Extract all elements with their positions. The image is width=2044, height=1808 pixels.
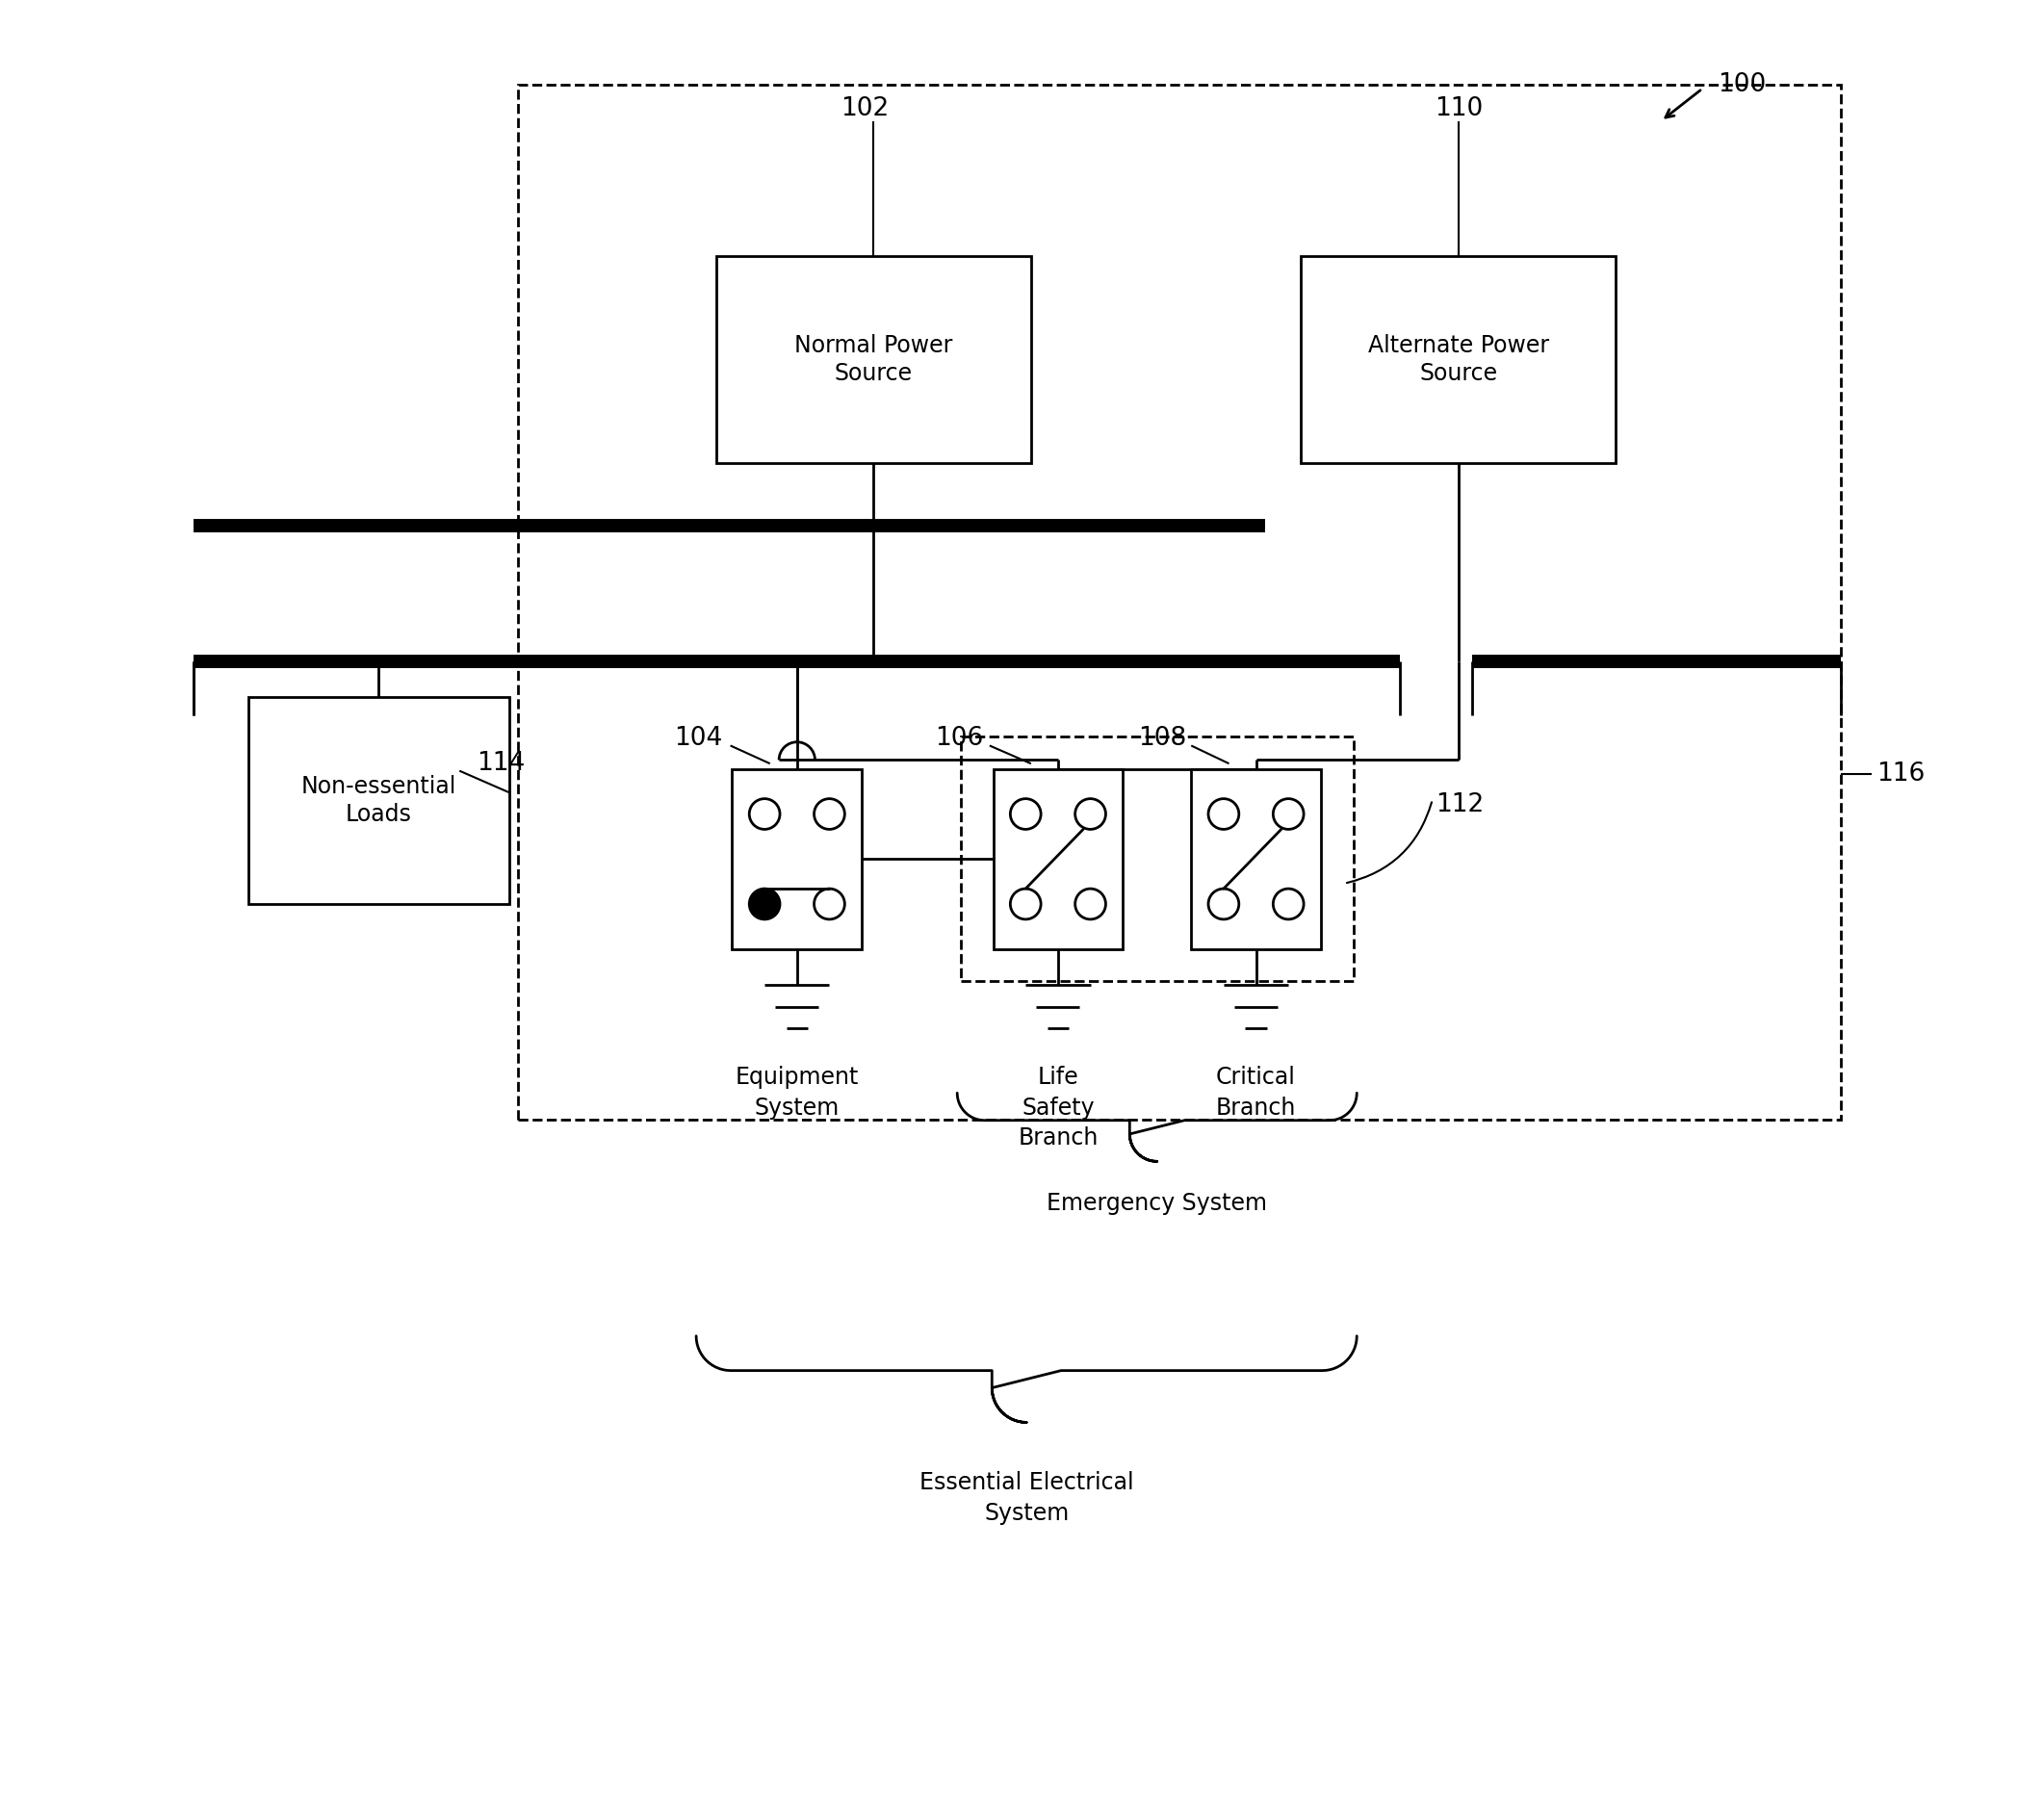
Bar	[732, 768, 863, 949]
Text: Alternate Power
Source: Alternate Power Source	[1367, 334, 1549, 385]
Text: 108: 108	[1139, 725, 1188, 750]
Bar	[993, 768, 1122, 949]
Text: Life
Safety
Branch: Life Safety Branch	[1018, 1067, 1098, 1150]
Bar	[1192, 768, 1320, 949]
Text: Essential Electrical
System: Essential Electrical System	[920, 1472, 1134, 1524]
Circle shape	[1075, 799, 1106, 830]
Circle shape	[1010, 799, 1040, 830]
Circle shape	[1075, 890, 1106, 918]
Bar	[247, 698, 509, 904]
Text: 116: 116	[1876, 761, 1925, 786]
Text: 110: 110	[1435, 96, 1482, 121]
Circle shape	[814, 890, 844, 918]
Bar	[1302, 257, 1617, 463]
Text: 106: 106	[934, 725, 983, 750]
Text: Critical
Branch: Critical Branch	[1216, 1067, 1296, 1119]
Circle shape	[1273, 890, 1304, 918]
Text: 104: 104	[675, 725, 722, 750]
Text: Normal Power
Source: Normal Power Source	[795, 334, 953, 385]
Text: 112: 112	[1437, 792, 1484, 817]
Text: 114: 114	[476, 750, 525, 776]
Circle shape	[1010, 890, 1040, 918]
Circle shape	[1273, 799, 1304, 830]
Bar	[517, 85, 1842, 1119]
Circle shape	[1208, 890, 1239, 918]
Text: Equipment
System: Equipment System	[736, 1067, 858, 1119]
Circle shape	[1208, 799, 1239, 830]
Bar	[715, 257, 1030, 463]
Bar	[961, 736, 1353, 982]
Text: 102: 102	[840, 96, 889, 121]
Circle shape	[814, 799, 844, 830]
Circle shape	[750, 890, 781, 918]
Text: Emergency System: Emergency System	[1047, 1191, 1267, 1215]
Circle shape	[750, 799, 781, 830]
Text: Non-essential
Loads: Non-essential Loads	[300, 774, 456, 826]
Text: 100: 100	[1717, 72, 1766, 98]
